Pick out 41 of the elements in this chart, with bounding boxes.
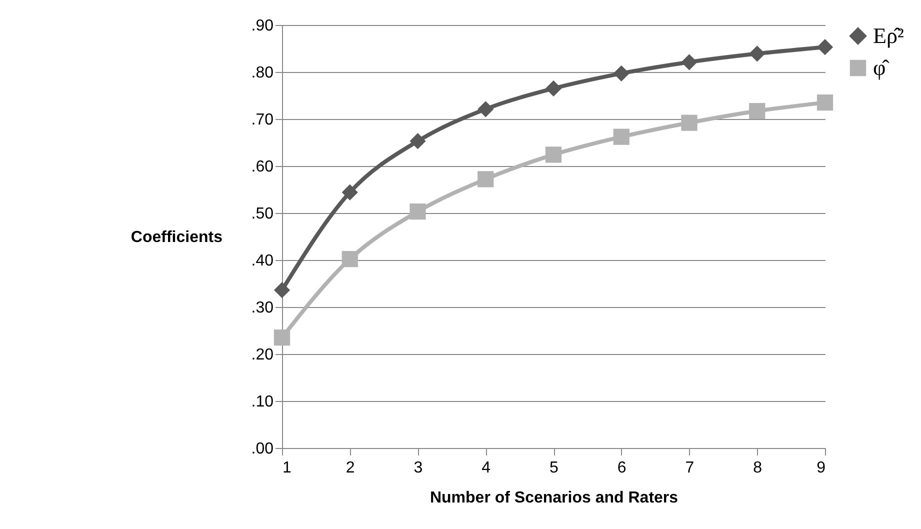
point — [545, 80, 562, 97]
point — [681, 114, 698, 131]
point — [410, 204, 426, 220]
point — [613, 65, 630, 82]
point — [342, 251, 358, 268]
x-tick-label: 8 — [753, 460, 762, 476]
x-tick-label: 7 — [685, 460, 694, 476]
x-tick-label: 2 — [346, 460, 355, 476]
point — [274, 329, 290, 346]
y-tick-label: .10 — [251, 394, 274, 410]
y-tick-label: .20 — [251, 346, 274, 364]
y-tick-label: .60 — [251, 158, 274, 176]
point — [342, 184, 358, 200]
point — [545, 146, 562, 163]
point — [816, 94, 834, 111]
x-tick-label: 6 — [617, 460, 626, 476]
y-tick-label: .30 — [251, 300, 274, 316]
point — [274, 282, 290, 298]
legend-label: Eρ̂² — [873, 23, 904, 48]
x-tick-label: 4 — [482, 460, 491, 476]
y-tick-label: .40 — [251, 252, 274, 270]
point — [478, 101, 494, 118]
x-tick-label: 1 — [282, 460, 292, 476]
y-tick-label: .80 — [251, 64, 274, 82]
y-tick-label: .50 — [251, 206, 274, 222]
y-tick-label: .70 — [251, 112, 274, 128]
point — [681, 54, 698, 70]
point — [410, 133, 426, 150]
x-tick-label: 5 — [550, 460, 559, 476]
y-tick-label: .00 — [251, 440, 274, 458]
point — [816, 39, 834, 56]
legend-label: φ̂ — [873, 55, 890, 80]
point — [613, 128, 630, 145]
x-tick-label: 9 — [816, 460, 826, 476]
point — [749, 46, 766, 62]
y-tick-label: .90 — [251, 18, 274, 34]
point — [478, 171, 494, 188]
y-axis-title: Coefficients — [130, 229, 223, 246]
point — [749, 102, 766, 120]
x-tick-label: 3 — [414, 460, 423, 476]
x-axis-title: Number of Scenarios and Raters — [430, 490, 678, 506]
